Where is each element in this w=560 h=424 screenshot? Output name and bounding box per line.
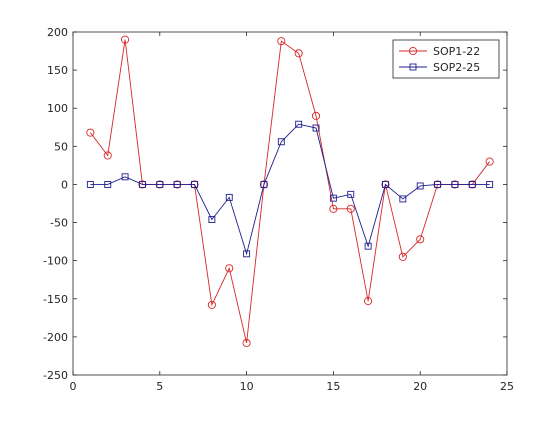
data-point <box>103 151 112 160</box>
x-tick-label: 25 <box>500 380 514 393</box>
data-point <box>121 35 130 44</box>
series-layer <box>86 35 494 348</box>
data-point <box>329 204 338 213</box>
data-point <box>242 338 251 348</box>
y-tick-label: -100 <box>43 255 68 268</box>
data-point <box>243 250 251 258</box>
legend-label: SOP1-22 <box>433 45 480 58</box>
data-point <box>260 180 268 188</box>
x-tick-label: 20 <box>413 380 427 393</box>
data-point <box>225 264 234 273</box>
y-axis: -250 -200 -150 -100 -50 0 50 100 150 200 <box>43 26 507 382</box>
data-point <box>416 182 424 190</box>
data-point <box>207 300 216 309</box>
data-point <box>277 37 286 46</box>
x-tick-label: 15 <box>326 380 340 393</box>
data-point <box>485 157 494 166</box>
y-tick-label: 200 <box>47 26 68 39</box>
y-tick-label: -50 <box>50 217 68 230</box>
data-point <box>277 138 285 146</box>
data-point <box>329 194 337 202</box>
legend-swatch-marker <box>409 63 417 71</box>
data-point <box>382 180 389 188</box>
data-point <box>173 180 181 188</box>
legend-entry: SOP1-22 <box>399 45 480 58</box>
x-tick-label: 0 <box>70 380 77 393</box>
legend: SOP1-22 SOP2-25 <box>392 39 500 79</box>
y-tick-label: -250 <box>43 369 68 382</box>
y-tick-label: 100 <box>47 102 68 115</box>
data-point <box>121 173 129 181</box>
legend-box <box>392 39 500 79</box>
data-point <box>295 120 303 128</box>
data-point <box>294 49 303 58</box>
data-point <box>416 235 425 244</box>
x-tick-label: 5 <box>156 380 163 393</box>
legend-label: SOP2-25 <box>433 61 480 74</box>
data-point <box>311 111 321 120</box>
data-point <box>86 128 95 137</box>
data-point <box>364 297 373 306</box>
y-tick-label: 50 <box>54 140 68 153</box>
series-SOP2-25 <box>86 120 494 258</box>
y-tick-label: 0 <box>61 178 68 191</box>
data-point <box>86 180 94 188</box>
data-point <box>434 180 442 188</box>
y-tick-label: -200 <box>43 331 68 344</box>
data-point <box>104 180 112 188</box>
data-point <box>398 252 407 261</box>
data-point <box>381 180 390 189</box>
data-point <box>346 204 355 213</box>
data-point <box>312 124 320 132</box>
data-point <box>451 180 459 188</box>
data-point <box>468 180 476 188</box>
x-tick-label: 10 <box>240 380 254 393</box>
data-point <box>399 195 407 203</box>
x-axis: 0 5 10 15 20 25 <box>70 32 514 393</box>
data-point <box>208 216 216 223</box>
legend-swatch-marker <box>408 46 418 56</box>
data-point <box>259 180 269 189</box>
data-point <box>364 242 372 250</box>
y-tick-label: 150 <box>47 64 68 77</box>
plot-area <box>73 32 507 375</box>
legend-entry: SOP2-25 <box>399 61 480 74</box>
y-tick-label: -150 <box>43 293 68 306</box>
data-point <box>486 180 494 188</box>
data-point <box>225 193 233 201</box>
data-point <box>347 190 355 198</box>
data-point <box>138 180 146 188</box>
axes-box <box>72 31 508 376</box>
data-point <box>191 180 198 188</box>
data-point <box>156 180 164 188</box>
